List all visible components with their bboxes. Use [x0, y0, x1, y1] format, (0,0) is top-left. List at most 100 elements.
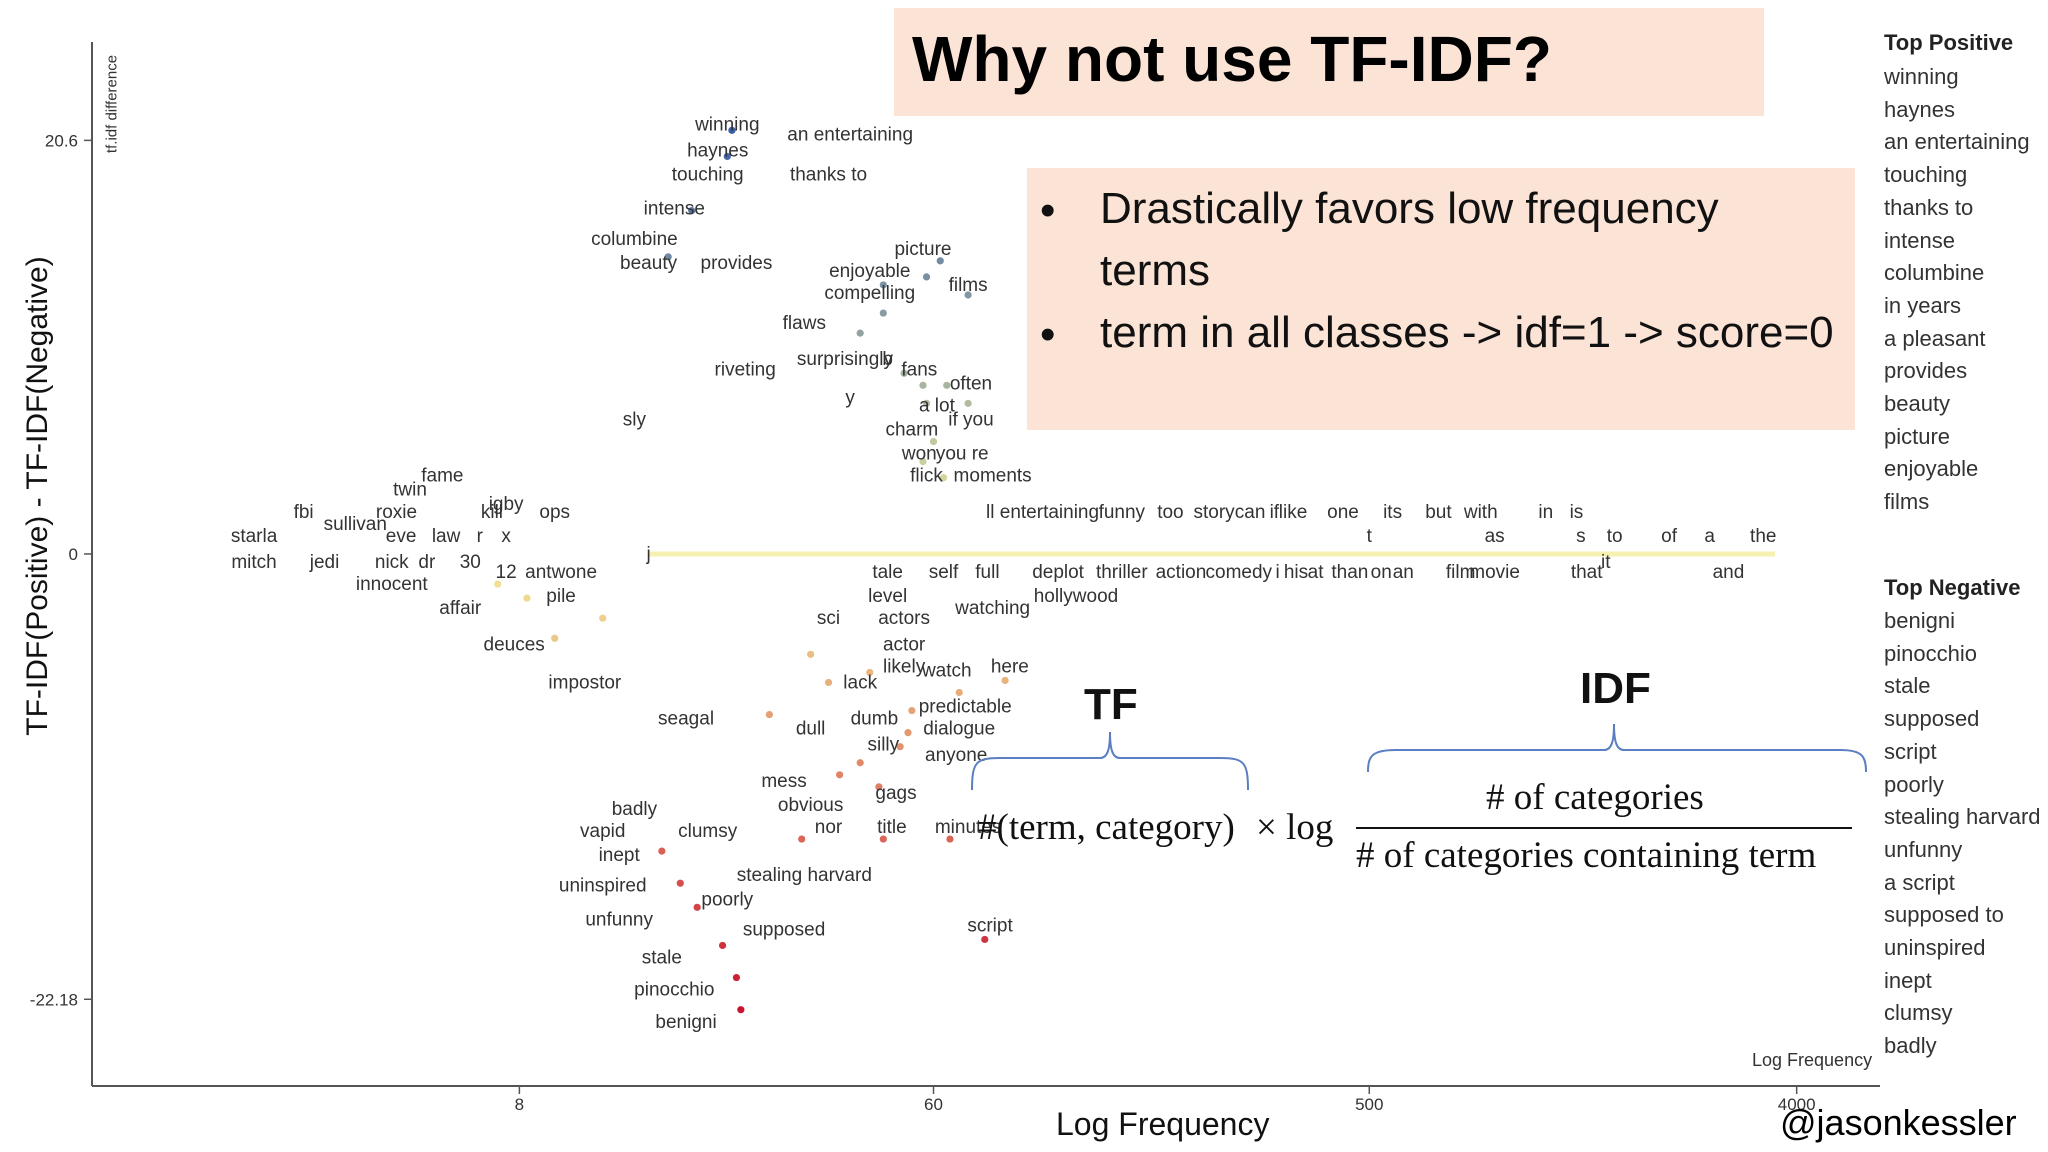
- word-label: i: [1275, 562, 1279, 583]
- data-point: [807, 650, 815, 658]
- ranked-term: haynes: [1884, 96, 1955, 122]
- data-point: [732, 973, 741, 982]
- data-point: [836, 771, 844, 779]
- data-point: [981, 935, 989, 944]
- data-point: [723, 152, 731, 161]
- word-label: columbine: [591, 229, 678, 250]
- word-label: lack: [843, 672, 877, 693]
- word-label: a: [1704, 526, 1715, 547]
- ranked-term: stale: [1884, 673, 1931, 699]
- bullet-marker: •: [1040, 310, 1056, 359]
- bullet-text: Drastically favors low frequency terms: [1100, 184, 1719, 295]
- word-label: surprisingly: [797, 349, 894, 370]
- word-label: in: [1538, 502, 1553, 523]
- word-label: predictable: [919, 697, 1012, 718]
- word-label: is: [1570, 502, 1584, 523]
- ranked-term: winning: [1884, 64, 1959, 89]
- word-label: here: [991, 656, 1029, 677]
- data-point: [922, 399, 931, 407]
- word-label: movie: [1469, 562, 1520, 583]
- data-point: [688, 207, 696, 215]
- word-label: tale: [872, 562, 903, 583]
- word-label: a lot: [919, 395, 956, 416]
- data-point: [929, 437, 938, 446]
- word-label: won: [901, 444, 937, 465]
- idf-brace: [1367, 723, 1867, 773]
- data-point: [765, 710, 773, 719]
- word-label: mess: [761, 771, 806, 792]
- title-box: [894, 8, 1764, 116]
- formula-tf-term: #(term, category): [978, 807, 1235, 848]
- word-label: flaws: [783, 313, 826, 334]
- word-label: innocent: [356, 574, 429, 595]
- top-positive-heading: Top Positive: [1884, 30, 2014, 55]
- word-label: unfunny: [585, 909, 653, 930]
- word-label: pile: [546, 586, 576, 607]
- word-label: as: [1485, 526, 1505, 547]
- ranked-term: touching: [1884, 162, 1968, 188]
- formula-numerator: # of categories: [1486, 777, 1704, 818]
- word-label: comedy: [1206, 562, 1273, 583]
- word-label: benigni: [655, 1012, 716, 1033]
- ranked-term: columbine: [1884, 260, 1985, 286]
- data-point: [494, 580, 502, 588]
- word-label: fans: [901, 359, 937, 380]
- formula-operator: × log: [1256, 807, 1334, 848]
- word-label: deuces: [484, 634, 545, 655]
- word-label: action: [1156, 562, 1207, 583]
- word-label: deplot: [1032, 562, 1084, 583]
- data-point: [664, 253, 672, 261]
- data-point: [896, 743, 904, 751]
- word-label: actor: [883, 634, 926, 655]
- word-label: pinocchio: [634, 980, 714, 1001]
- data-point: [523, 594, 531, 602]
- ranked-term: thanks to: [1884, 194, 1974, 220]
- x-axis-title: Log Frequency: [1056, 1106, 1270, 1142]
- data-point: [919, 381, 927, 389]
- word-label: one: [1327, 502, 1359, 523]
- ranked-term: uninspired: [1884, 935, 1986, 960]
- word-label: sly: [623, 409, 647, 430]
- word-label: anyone: [925, 745, 987, 766]
- ranked-term: stealing harvard: [1884, 804, 2041, 830]
- ranked-term: clumsy: [1884, 1000, 1953, 1026]
- data-point: [908, 706, 916, 715]
- word-label: dialogue: [923, 719, 995, 740]
- word-label: provides: [701, 253, 773, 274]
- word-label: to: [1607, 526, 1623, 547]
- word-labels: winning an entertaining haynes touching than…: [231, 114, 1777, 1032]
- idf-label: IDF: [1580, 664, 1651, 713]
- word-label: films: [949, 275, 988, 296]
- word-label: j: [645, 544, 650, 565]
- word-label: clumsy: [678, 821, 738, 842]
- x-tick-label: 500: [1355, 1095, 1383, 1114]
- word-label: sullivan: [324, 514, 387, 535]
- data-point: [900, 369, 908, 377]
- word-label: seagal: [658, 709, 714, 730]
- ranked-term: supposed: [1884, 706, 1980, 732]
- word-label: can: [1235, 502, 1266, 523]
- word-label: gags: [875, 783, 916, 804]
- word-label: fame: [421, 466, 463, 487]
- word-label: watch: [921, 660, 972, 681]
- word-label: inept: [599, 845, 641, 866]
- word-label: sci: [817, 608, 840, 629]
- word-label: likely: [883, 656, 926, 677]
- data-point: [964, 291, 972, 299]
- word-label: intense: [644, 199, 705, 220]
- word-label: kill: [481, 502, 503, 523]
- word-label: stealing harvard: [737, 865, 872, 886]
- ranked-term: films: [1884, 489, 1930, 515]
- word-label: with: [1463, 502, 1498, 523]
- word-label: charm: [885, 420, 938, 441]
- word-label: that: [1571, 562, 1603, 583]
- word-label: r: [477, 526, 484, 547]
- data-point: [939, 474, 948, 482]
- word-label: silly: [867, 735, 899, 756]
- ranked-term: script: [1884, 738, 1937, 764]
- word-label: haynes: [687, 140, 748, 161]
- word-label: poorly: [701, 889, 753, 910]
- word-label: b: [882, 349, 893, 370]
- word-label: 12: [496, 562, 517, 583]
- word-label: compelling: [824, 283, 915, 304]
